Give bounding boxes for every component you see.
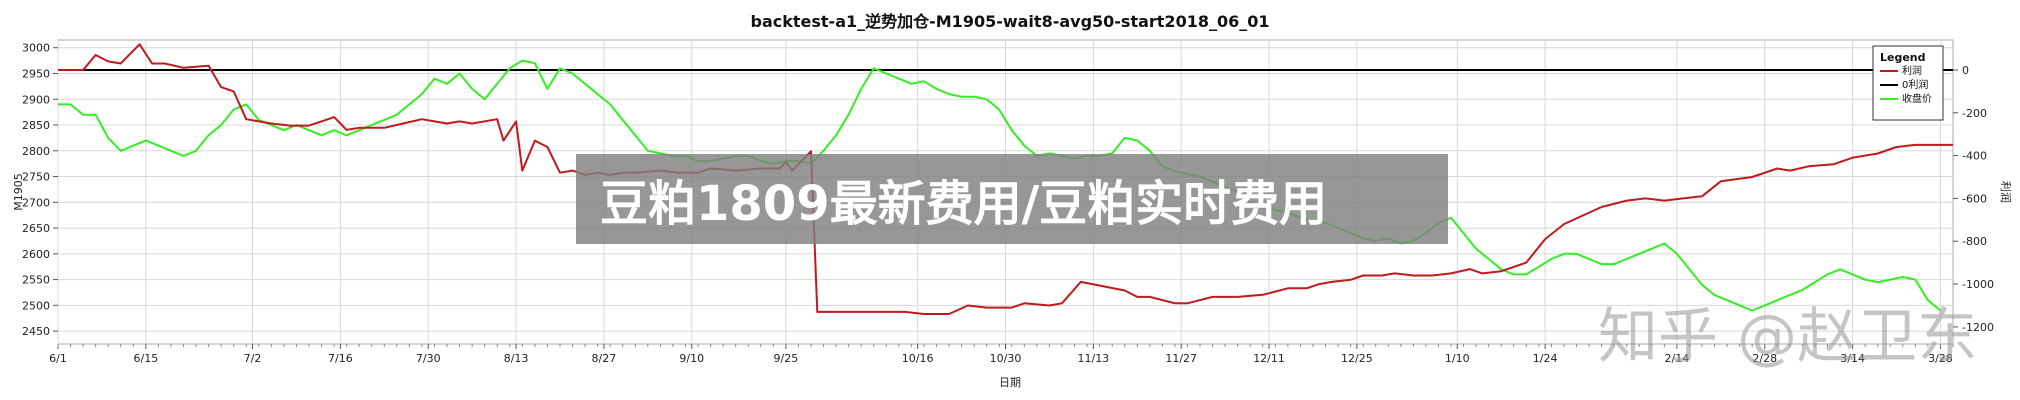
- x-tick-label: 8/27: [592, 352, 617, 365]
- overlay-banner: 豆粕1809最新费用/豆粕实时费用: [576, 154, 1448, 244]
- x-tick-label: 1/10: [1445, 352, 1470, 365]
- legend-title: Legend: [1880, 51, 1926, 64]
- x-tick-label: 7/16: [328, 352, 353, 365]
- x-tick-label: 2/28: [1752, 352, 1777, 365]
- y-left-tick-label: 2850: [22, 119, 50, 132]
- y-right-tick-label: -1000: [1962, 278, 1994, 291]
- x-tick-label: 9/25: [774, 352, 799, 365]
- x-tick-label: 1/24: [1533, 352, 1558, 365]
- y-axis-right-label: 利润: [1999, 181, 2013, 203]
- y-left-tick-label: 2750: [22, 171, 50, 184]
- x-tick-label: 11/13: [1077, 352, 1109, 365]
- x-tick-label: 7/30: [416, 352, 441, 365]
- x-tick-label: 10/30: [990, 352, 1022, 365]
- y-left-tick-label: 2800: [22, 145, 50, 158]
- y-axis-left: 2450 2500 2550 2600 2650 2700 2750 2800 2850 2900…: [22, 42, 58, 338]
- y-right-tick-label: -600: [1962, 192, 1987, 205]
- y-right-tick-label: 0: [1962, 64, 1969, 77]
- y-axis-right: 0 -200 -400 -600 -800 -1000 -1200: [1953, 64, 1994, 334]
- y-right-tick-label: -800: [1962, 235, 1987, 248]
- legend-entry-label: 收盘价: [1902, 92, 1932, 105]
- y-right-tick-label: -400: [1962, 150, 1987, 163]
- watermark: 知乎 @赵卫东: [1598, 302, 1978, 372]
- series-layer: [58, 43, 1953, 315]
- x-tick-label: 8/13: [504, 352, 529, 365]
- series-line-close: [58, 59, 1942, 312]
- y-left-tick-label: 2950: [22, 67, 50, 80]
- x-tick-label: 11/27: [1165, 352, 1197, 365]
- x-axis-label: 日期: [999, 376, 1021, 389]
- x-tick-label: 2/14: [1665, 352, 1690, 365]
- y-left-tick-label: 3000: [22, 42, 50, 55]
- y-axis-left-label: M1905: [12, 173, 25, 211]
- x-tick-label: 3/14: [1840, 352, 1865, 365]
- y-left-tick-label: 2900: [22, 93, 50, 106]
- x-tick-label: 10/16: [902, 352, 934, 365]
- x-tick-label: 12/25: [1341, 352, 1373, 365]
- y-left-tick-label: 2600: [22, 248, 50, 261]
- y-left-tick-label: 2450: [22, 325, 50, 338]
- x-tick-label: 3/28: [1928, 352, 1953, 365]
- legend-entry-label: 0利润: [1902, 78, 1928, 91]
- x-tick-label: 12/11: [1253, 352, 1285, 365]
- legend-entry-label: 利润: [1902, 64, 1922, 77]
- y-left-tick-label: 2500: [22, 299, 50, 312]
- y-right-tick-label: -1200: [1962, 321, 1994, 334]
- legend-box: [1872, 45, 1944, 121]
- x-tick-label: 7/2: [244, 352, 262, 365]
- x-tick-label: 6/15: [133, 352, 158, 365]
- y-right-tick-label: -200: [1962, 107, 1987, 120]
- x-tick-label: 9/10: [679, 352, 704, 365]
- overlay-title: 豆粕1809最新费用/豆粕实时费用: [600, 176, 1328, 232]
- x-axis: 6/1 6/15 7/2 7/16 7/30 8/13 8/27 9/10 9/25 10/16 1…: [49, 344, 1954, 365]
- y-left-tick-label: 2650: [22, 222, 50, 235]
- series-line-profit: [58, 43, 1953, 315]
- x-tick-label: 6/1: [49, 352, 67, 365]
- y-left-tick-label: 2550: [22, 274, 50, 287]
- y-left-tick-label: 2700: [22, 196, 50, 209]
- chart-title: backtest-a1_逆势加仓-M1905-wait8-avg50-start…: [751, 12, 1270, 31]
